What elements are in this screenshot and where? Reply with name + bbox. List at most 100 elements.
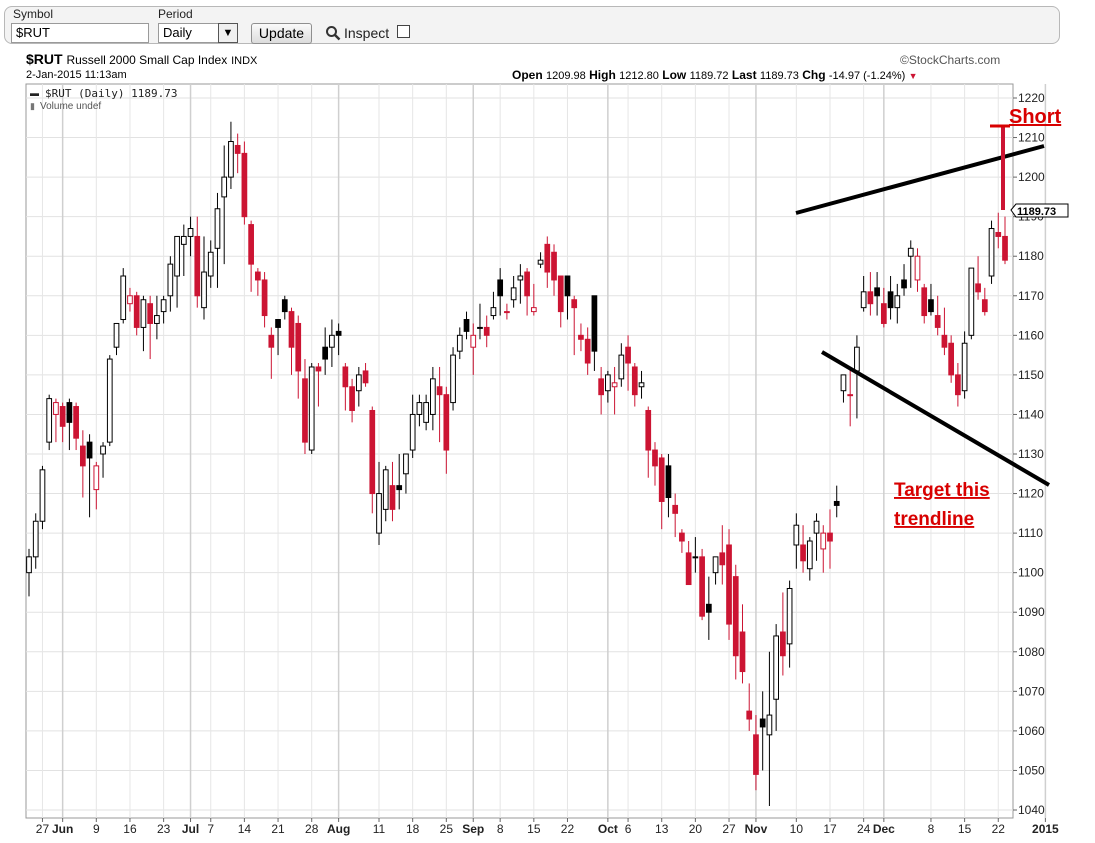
x-tick-label: 24: [857, 822, 871, 836]
candle: [968, 267, 975, 340]
candle: [988, 220, 995, 284]
period-select[interactable]: Daily ▼: [158, 23, 238, 43]
candle-body: [631, 366, 638, 396]
x-tick-label: 22: [561, 822, 575, 836]
candle: [79, 430, 86, 498]
y-tick-label: 1180: [1018, 249, 1044, 263]
candle: [941, 307, 948, 356]
candle: [443, 386, 450, 474]
candle-body: [322, 346, 329, 360]
candle-body: [167, 263, 174, 297]
x-tick-label: Jun: [52, 822, 73, 836]
candle-body: [26, 556, 32, 574]
candle: [914, 248, 921, 292]
candle: [571, 295, 578, 356]
candle-body: [981, 299, 988, 313]
x-tick-label: 13: [655, 822, 669, 836]
chevron-down-icon[interactable]: ▼: [218, 23, 238, 43]
candle: [658, 454, 665, 530]
candle: [160, 295, 167, 324]
candle-body: [652, 449, 658, 467]
candle-body: [894, 295, 901, 309]
candle-body: [584, 338, 591, 364]
candle-body: [537, 259, 544, 265]
candle: [329, 319, 335, 367]
candle-body: [470, 334, 477, 348]
candle-body: [288, 311, 295, 348]
x-tick-label: 10: [790, 822, 804, 836]
candle: [975, 256, 981, 300]
search-icon[interactable]: [325, 25, 341, 46]
candle: [456, 327, 463, 360]
candle: [268, 327, 275, 379]
candle: [611, 366, 618, 415]
candle-body: [901, 279, 907, 289]
candle: [389, 461, 396, 522]
candle: [423, 394, 429, 431]
candle: [753, 715, 759, 791]
candle: [463, 311, 470, 340]
update-button[interactable]: Update: [251, 23, 312, 44]
period-select-value: Daily: [163, 25, 192, 40]
candle-body: [490, 307, 497, 317]
candle-body: [214, 208, 221, 249]
candle: [773, 624, 780, 731]
candle-body: [988, 228, 995, 277]
candle-body: [685, 552, 692, 586]
candle-body: [806, 540, 813, 570]
candle-body: [598, 378, 604, 396]
candle-body: [692, 556, 699, 559]
candle: [544, 236, 551, 288]
legend-volume: Volume undef: [40, 101, 101, 112]
candle: [645, 406, 652, 478]
x-tick-label: 16: [123, 822, 137, 836]
low-value: 1189.72: [689, 70, 729, 82]
candle: [806, 537, 813, 581]
candle: [766, 651, 773, 807]
candle: [874, 272, 880, 316]
candle-body: [874, 287, 880, 297]
candle-body: [335, 330, 342, 336]
candle-body: [665, 465, 672, 499]
candle-body: [510, 287, 517, 301]
candle-body: [416, 402, 423, 415]
candle: [793, 513, 800, 569]
candle: [180, 224, 187, 276]
inspect-label[interactable]: Inspect: [344, 25, 390, 41]
candle-body: [605, 374, 611, 392]
candle: [187, 216, 194, 257]
candle-body: [86, 441, 93, 459]
candle: [295, 315, 302, 399]
candle: [833, 485, 840, 518]
symbol-input[interactable]: $RUT: [11, 23, 149, 43]
candle: [342, 363, 349, 411]
y-tick-label: 1090: [1018, 605, 1045, 619]
candle: [106, 355, 113, 447]
x-tick-label: 7: [207, 822, 214, 836]
candle-body: [504, 311, 510, 314]
candle: [73, 402, 79, 451]
candle-body: [207, 251, 214, 277]
inspect-checkbox[interactable]: [397, 25, 410, 38]
y-tick-label: 1070: [1018, 684, 1045, 698]
y-tick-label: 1100: [1018, 566, 1044, 580]
symbol-toolbar: Symbol $RUT Period Daily ▼ Update Inspec…: [4, 6, 1060, 44]
candle: [739, 604, 746, 684]
candle: [894, 283, 901, 324]
candle-body: [638, 382, 645, 388]
candle-body: [389, 485, 396, 510]
candle: [396, 454, 403, 510]
candle-body: [618, 354, 625, 380]
candle: [948, 335, 955, 383]
x-tick-label: 17: [823, 822, 837, 836]
x-axis: 27 Jun 9 16 23 Jul 7 14 21 28 Aug 11 18 25 Sep 8 15 22 Oct…: [36, 818, 1059, 836]
candle-body: [793, 524, 800, 546]
candle-body: [591, 295, 598, 352]
candle-body: [578, 334, 584, 340]
candle-body: [160, 299, 167, 313]
candle-body: [887, 291, 894, 309]
candle: [638, 370, 645, 399]
candle-body: [187, 228, 194, 237]
candle-body: [975, 283, 981, 293]
candle: [591, 295, 598, 371]
